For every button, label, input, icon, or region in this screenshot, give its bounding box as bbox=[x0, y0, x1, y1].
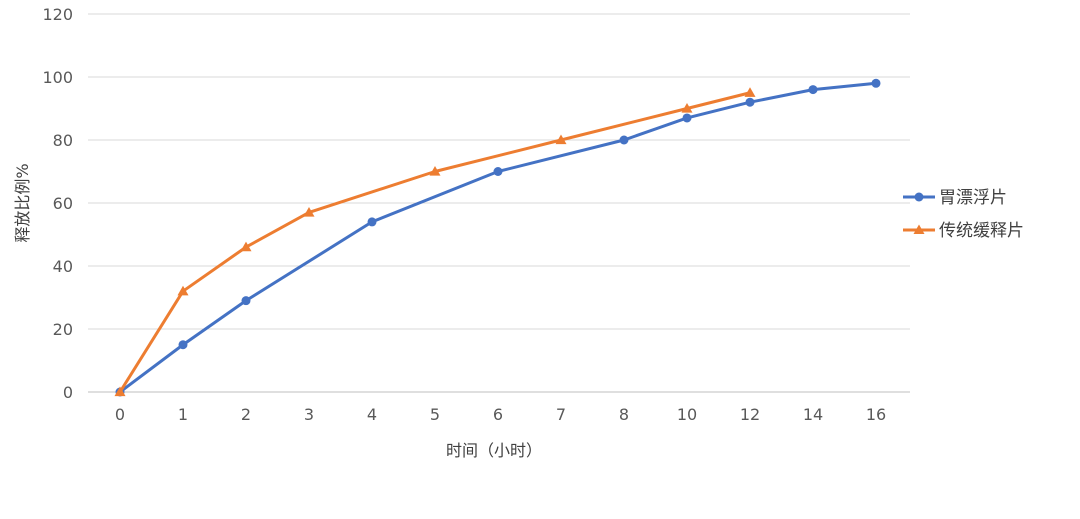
data-point bbox=[177, 285, 189, 296]
x-axis-ticks: 0 1 2 3 4 5 6 7 8 10 12 14 16 bbox=[115, 405, 886, 424]
legend-label: 胃漂浮片 bbox=[939, 188, 1007, 208]
y-tick-label: 80 bbox=[53, 131, 73, 150]
x-tick-label: 3 bbox=[304, 405, 314, 424]
data-point bbox=[114, 386, 126, 397]
data-point bbox=[682, 113, 692, 123]
data-point bbox=[808, 85, 818, 95]
y-tick-label: 100 bbox=[42, 68, 73, 87]
series-line bbox=[118, 91, 751, 393]
x-tick-label: 4 bbox=[367, 405, 377, 424]
legend-marker bbox=[913, 224, 925, 234]
data-point bbox=[178, 340, 188, 350]
y-tick-label: 20 bbox=[53, 320, 73, 339]
x-tick-label: 1 bbox=[178, 405, 188, 424]
x-tick-label: 5 bbox=[430, 405, 440, 424]
legend-item-0: 胃漂浮片 bbox=[903, 188, 1007, 208]
legend-item-1: 传统缓释片 bbox=[903, 221, 1024, 241]
data-point bbox=[493, 167, 503, 176]
data-point bbox=[555, 134, 567, 145]
data-point bbox=[429, 166, 441, 176]
x-tick-label: 2 bbox=[241, 405, 251, 424]
y-tick-label: 40 bbox=[53, 257, 73, 276]
data-point bbox=[303, 206, 315, 217]
legend-label: 传统缓释片 bbox=[939, 221, 1024, 241]
x-tick-label: 12 bbox=[740, 405, 760, 424]
y-tick-label: 120 bbox=[42, 5, 73, 24]
data-point bbox=[619, 135, 629, 145]
x-tick-label: 10 bbox=[677, 405, 697, 424]
data-point bbox=[745, 97, 755, 107]
y-tick-label: 0 bbox=[63, 383, 73, 402]
data-point bbox=[367, 217, 377, 227]
legend-marker bbox=[914, 192, 924, 202]
data-point bbox=[871, 78, 881, 88]
data-point bbox=[241, 296, 251, 306]
x-tick-label: 6 bbox=[493, 405, 503, 424]
x-tick-label: 8 bbox=[619, 405, 629, 424]
gridlines bbox=[88, 13, 910, 393]
series-group bbox=[114, 78, 881, 397]
x-tick-label: 0 bbox=[115, 405, 125, 424]
data-point bbox=[744, 87, 756, 97]
y-tick-label: 60 bbox=[53, 194, 73, 213]
series-line bbox=[119, 81, 877, 394]
y-axis-ticks: 0 20 40 60 80 100 120 bbox=[42, 5, 73, 402]
x-tick-label: 14 bbox=[803, 405, 823, 424]
x-tick-label: 16 bbox=[866, 405, 886, 424]
series-0 bbox=[115, 78, 881, 397]
x-tick-label: 7 bbox=[556, 405, 566, 424]
series-1 bbox=[114, 87, 756, 397]
y-axis-title: 释放比例% bbox=[13, 163, 32, 242]
data-point bbox=[240, 241, 252, 252]
data-point bbox=[681, 103, 693, 113]
x-axis-title: 时间（小时） bbox=[446, 441, 542, 460]
